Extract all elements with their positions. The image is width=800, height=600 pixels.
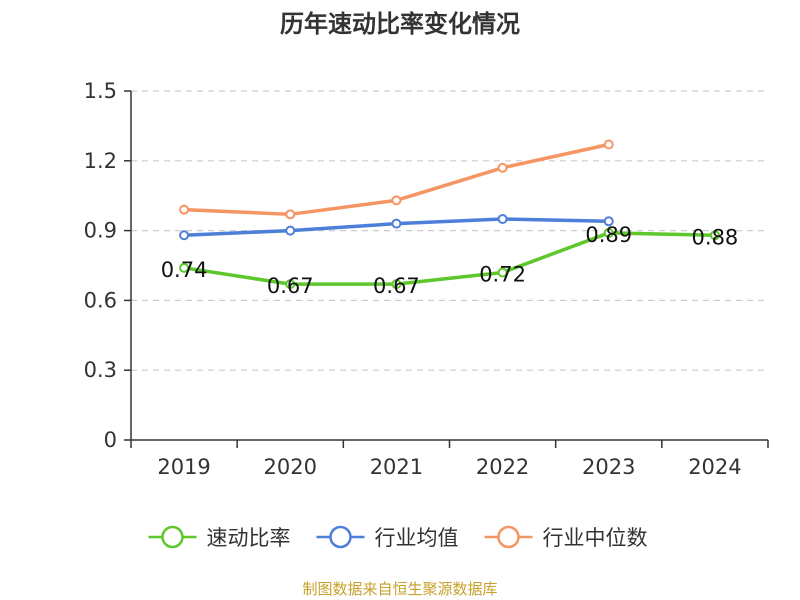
data-point [391, 279, 402, 290]
y-tick-label: 0 [104, 428, 117, 452]
source-note: 制图数据来自恒生聚源数据库 [302, 580, 497, 598]
data-label: 0.88 [692, 225, 739, 249]
data-point [497, 213, 508, 224]
data-point [179, 230, 190, 241]
data-point [497, 162, 508, 173]
series-line-0 [182, 231, 717, 286]
y-tick-label: 0.3 [84, 358, 117, 382]
x-tick-label: 2024 [688, 455, 741, 479]
data-point [603, 139, 614, 150]
chart-title: 历年速动比率变化情况 [280, 10, 520, 38]
grid-lines [131, 90, 768, 371]
x-tick-label: 2020 [264, 455, 317, 479]
data-point [285, 279, 296, 290]
x-tick-label: 2019 [157, 455, 210, 479]
data-label: 0.89 [585, 223, 632, 247]
data-point [179, 262, 190, 273]
x-tick-label: 2021 [370, 455, 423, 479]
y-tick-label: 0.6 [84, 288, 117, 312]
legend-marker-2 [497, 525, 520, 549]
data-point [391, 195, 402, 206]
y-tick-label: 1.2 [84, 149, 117, 173]
data-point [497, 267, 508, 278]
data-label: 0.67 [267, 274, 314, 298]
data-label: 0.74 [161, 258, 208, 282]
data-point [285, 209, 296, 220]
data-point [179, 204, 190, 215]
legend: 速动比率 行业均值 行业中位数 [148, 525, 648, 550]
data-point [709, 230, 720, 241]
data-label: 0.72 [479, 262, 526, 286]
legend-label: 行业中位数 [543, 526, 648, 550]
x-tick-label: 2022 [476, 455, 529, 479]
data-point [603, 216, 614, 227]
axes: 0 0.3 0.6 0.9 1.2 1.5 2019 2020 2021 2022 2023 2024 [84, 79, 769, 479]
data-label: 0.67 [373, 274, 420, 298]
data-point [391, 218, 402, 229]
legend-label: 速动比率 [207, 526, 291, 550]
data-point [285, 225, 296, 236]
y-tick-label: 0.9 [84, 219, 117, 243]
data-point [603, 227, 614, 238]
series-layer [179, 139, 720, 290]
y-tick-label: 1.5 [84, 79, 117, 103]
x-tick-label: 2023 [582, 455, 635, 479]
data-labels: 0.74 0.67 0.67 0.72 0.89 0.88 [161, 223, 739, 298]
legend-label: 行业均值 [375, 526, 459, 550]
legend-marker-0 [161, 525, 184, 549]
legend-marker-1 [329, 525, 352, 549]
